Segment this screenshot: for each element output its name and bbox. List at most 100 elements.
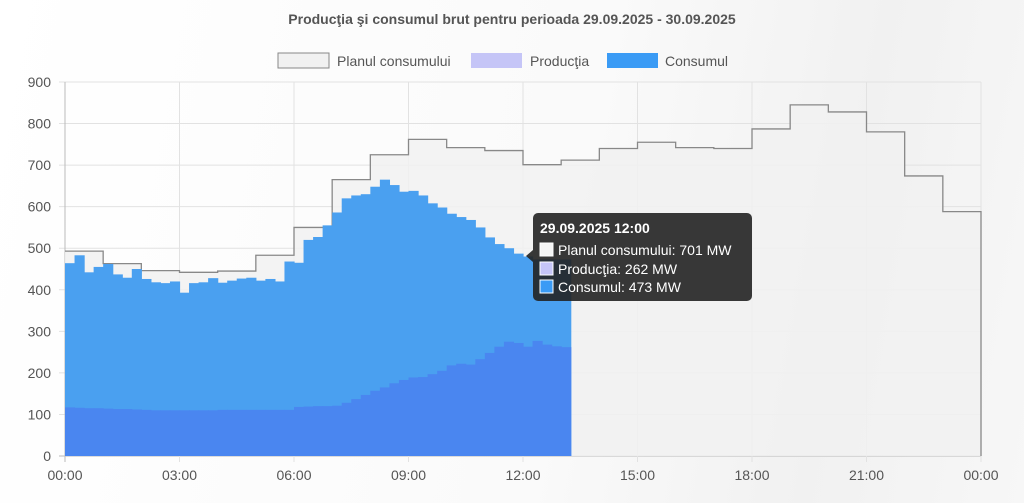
production-bar bbox=[322, 406, 333, 456]
production-bar bbox=[103, 408, 114, 456]
consumption-bar bbox=[322, 225, 333, 456]
legend-item-plan[interactable]: Planul consumului bbox=[277, 52, 451, 69]
consumption-bar bbox=[351, 195, 362, 457]
legend-label-production: Producţia bbox=[530, 53, 589, 69]
production-bar bbox=[122, 409, 133, 456]
consumption-bar bbox=[332, 212, 343, 456]
legend-item-consumption[interactable]: Consumul bbox=[607, 53, 728, 69]
y-tick-label: 600 bbox=[28, 199, 52, 215]
y-tick-label: 400 bbox=[28, 282, 52, 298]
production-bar bbox=[255, 409, 266, 456]
tooltip-title: 29.09.2025 12:00 bbox=[540, 220, 650, 236]
production-bar bbox=[227, 409, 238, 456]
production-bar bbox=[265, 409, 276, 456]
x-axis: 00:00 03:00 06:00 09:00 12:00 15:00 18:00 21:00… bbox=[47, 467, 998, 483]
production-bar bbox=[532, 340, 543, 456]
consumption-bar bbox=[379, 179, 391, 456]
legend-item-production[interactable]: Producţia bbox=[471, 53, 589, 69]
consumption-bar bbox=[475, 227, 486, 456]
production-bar bbox=[65, 407, 76, 456]
tooltip: 29.09.2025 12:00 Planul consumului: 701 … bbox=[526, 213, 752, 301]
consumption-bar bbox=[217, 282, 228, 456]
production-bar bbox=[284, 409, 295, 456]
x-tick-label: 12:00 bbox=[505, 467, 540, 483]
production-bar bbox=[475, 359, 486, 456]
consumption-bar bbox=[103, 264, 114, 456]
consumption-bar bbox=[265, 278, 276, 456]
consumption-bar bbox=[313, 237, 324, 456]
x-tick-label: 15:00 bbox=[620, 467, 655, 483]
y-tick-label: 500 bbox=[28, 240, 52, 256]
consumption-bar bbox=[341, 198, 352, 456]
x-tick-label: 00:00 bbox=[963, 467, 998, 483]
y-tick-label: 700 bbox=[28, 157, 52, 173]
consumption-bar bbox=[408, 190, 419, 456]
production-bar bbox=[198, 410, 209, 456]
production-bar bbox=[93, 408, 104, 456]
consumption-bar bbox=[389, 185, 400, 456]
production-bar bbox=[398, 379, 410, 456]
production-bar bbox=[561, 347, 572, 456]
tooltip-swatch-plan bbox=[539, 242, 554, 257]
y-tick-label: 300 bbox=[28, 323, 52, 339]
tooltip-line-consumption: Consumul: 473 MW bbox=[558, 279, 682, 295]
y-tick-label: 800 bbox=[28, 116, 52, 132]
production-bar bbox=[389, 383, 400, 456]
consumption-bar bbox=[150, 282, 162, 456]
tooltip-box bbox=[526, 213, 752, 301]
consumption-bar bbox=[208, 278, 219, 456]
consumption-bar bbox=[227, 280, 238, 456]
consumption-bar bbox=[112, 274, 123, 456]
plot-area bbox=[65, 104, 982, 457]
consumption-bar bbox=[446, 213, 457, 456]
production-bar bbox=[503, 341, 515, 456]
production-bar bbox=[169, 410, 181, 456]
production-bar bbox=[418, 377, 429, 456]
production-bar bbox=[523, 346, 534, 456]
legend-label-consumption: Consumul bbox=[665, 53, 728, 69]
production-bar bbox=[274, 409, 286, 456]
production-bar bbox=[379, 387, 391, 456]
x-tick-label: 00:00 bbox=[47, 467, 82, 483]
consumption-bar bbox=[437, 207, 448, 456]
production-bar bbox=[160, 410, 171, 456]
consumption-bar bbox=[370, 186, 381, 456]
production-bar bbox=[112, 409, 123, 456]
consumption-bar bbox=[398, 191, 410, 456]
consumption-bar bbox=[169, 281, 181, 456]
production-bar bbox=[208, 410, 219, 456]
production-bar bbox=[294, 406, 305, 456]
production-bar bbox=[408, 377, 419, 456]
consumption-bar bbox=[284, 261, 295, 456]
production-bar bbox=[217, 409, 228, 456]
consumption-bar bbox=[122, 277, 133, 456]
production-bar bbox=[303, 406, 314, 456]
tooltip-swatch-consumption bbox=[539, 279, 554, 294]
consumption-bar bbox=[274, 281, 286, 456]
production-bar bbox=[332, 405, 343, 456]
production-bar bbox=[74, 407, 85, 456]
consumption-bar bbox=[427, 203, 438, 456]
production-bar bbox=[189, 410, 200, 456]
production-bar bbox=[141, 409, 152, 456]
production-bar bbox=[236, 409, 247, 456]
production-bar bbox=[351, 399, 362, 456]
consumption-bar bbox=[93, 266, 104, 456]
consumption-bar bbox=[418, 195, 429, 457]
consumption-bar bbox=[198, 282, 209, 456]
x-tick-label: 06:00 bbox=[276, 467, 311, 483]
x-tick-label: 09:00 bbox=[391, 467, 426, 483]
production-bar bbox=[551, 346, 562, 456]
consumption-bar bbox=[303, 239, 314, 456]
production-bar bbox=[370, 390, 381, 456]
tooltip-line-plan: Planul consumului: 701 MW bbox=[558, 242, 732, 258]
x-tick-label: 03:00 bbox=[162, 467, 197, 483]
consumption-bar bbox=[179, 292, 190, 456]
y-tick-label: 0 bbox=[43, 448, 51, 464]
legend: Planul consumului Producţia Consumul bbox=[277, 52, 728, 69]
legend-swatch-consumption bbox=[607, 53, 658, 68]
consumption-bar bbox=[141, 278, 152, 456]
legend-label-plan: Planul consumului bbox=[337, 53, 451, 69]
production-bar bbox=[513, 342, 524, 456]
